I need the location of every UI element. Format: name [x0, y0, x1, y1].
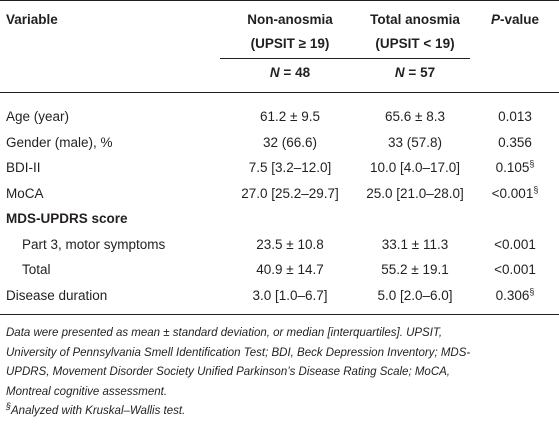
note-mark: § — [6, 401, 12, 412]
p-value-cell: <0.001 — [494, 262, 536, 278]
variable-cell: Disease duration — [6, 287, 108, 303]
p-value: <0.001 — [494, 262, 536, 277]
non-anosmia-cell: 61.2 ± 9.5 — [260, 109, 320, 124]
p-rest: -value — [499, 12, 540, 27]
total-anosmia-cell: 10.0 [4.0–17.0] — [369, 160, 461, 175]
header-non-anosmia-sub: (UPSIT ≥ 19) — [250, 36, 330, 51]
p-value: 0.105 — [495, 160, 530, 175]
p-value: 0.013 — [498, 109, 532, 124]
p-value-cell: 0.306§ — [495, 286, 535, 304]
header-mid-rule — [220, 58, 470, 59]
p-note: § — [529, 286, 535, 296]
header-total-anosmia: Total anosmia — [370, 12, 460, 27]
bottom-rule — [0, 314, 559, 315]
header-non-anosmia: Non-anosmia — [247, 12, 333, 27]
non-anosmia-cell: 27.0 [25.2–29.7] — [241, 185, 339, 201]
total-anosmia-cell: 33 (57.8) — [387, 134, 443, 150]
total-anosmia-cell: 5.0 [2.0–6.0] — [377, 287, 453, 303]
variable-cell: Total — [22, 262, 51, 277]
footnote-note: §Analyzed with Kruskal–Wallis test. — [6, 401, 186, 418]
variable-cell: Age (year) — [6, 109, 70, 124]
variable-cell: MoCA — [6, 185, 44, 201]
total-anosmia-cell: 55.2 ± 19.1 — [381, 262, 449, 277]
n-value: = 48 — [283, 65, 311, 80]
footnote-line: Data were presented as mean ± standard d… — [6, 327, 443, 339]
p-value-cell: 0.356 — [498, 135, 532, 151]
non-anosmia-cell: 32 (66.6) — [262, 134, 318, 150]
footnote-line: University of Pennsylvania Smell Identif… — [6, 346, 471, 359]
header-total-anosmia-sub: (UPSIT < 19) — [375, 36, 455, 51]
top-rule — [0, 0, 559, 1]
variable-cell: BDI-II — [6, 160, 41, 175]
n-value: = 57 — [408, 65, 436, 80]
p-value: <0.001 — [494, 236, 536, 252]
non-anosmia-cell: 3.0 [1.0–6.7] — [252, 287, 328, 303]
p-value-cell: <0.001§ — [491, 184, 539, 202]
p-value-cell: <0.001 — [494, 237, 536, 253]
p-value-cell: 0.013 — [498, 109, 532, 125]
footnote-line: UPDRS, Movement Disorder Society Unified… — [6, 366, 450, 378]
header-rule — [0, 92, 559, 93]
p-note: § — [529, 158, 535, 169]
non-anosmia-cell: 7.5 [3.2–12.0] — [248, 160, 332, 175]
p-value: 0.306 — [495, 287, 530, 303]
p-value-cell: 0.105§ — [495, 158, 535, 176]
n-symbol: N — [269, 65, 280, 80]
header-variable: Variable — [6, 12, 58, 27]
p-value: 0.356 — [498, 134, 532, 150]
total-anosmia-cell: 65.6 ± 8.3 — [385, 109, 445, 124]
p-symbol: P — [490, 12, 500, 27]
footnote-line: Montreal cognitive assessment. — [6, 385, 168, 398]
n-total-anosmia: N = 57 — [395, 65, 435, 81]
n-non-anosmia: N = 48 — [270, 65, 310, 81]
variable-cell: Gender (male), % — [6, 134, 113, 150]
section-label: MDS-UPDRS score — [6, 211, 128, 226]
total-anosmia-cell: 33.1 ± 11.3 — [381, 236, 449, 252]
p-value: <0.001 — [491, 185, 534, 201]
n-symbol: N — [394, 65, 405, 80]
p-note: § — [533, 184, 539, 194]
note-text: Analyzed with Kruskal–Wallis test. — [11, 405, 186, 417]
total-anosmia-cell: 25.0 [21.0–28.0] — [366, 185, 464, 201]
non-anosmia-cell: 23.5 ± 10.8 — [256, 236, 324, 252]
variable-cell: Part 3, motor symptoms — [22, 236, 166, 252]
header-p-value: P-value — [491, 12, 539, 28]
non-anosmia-cell: 40.9 ± 14.7 — [256, 262, 324, 277]
